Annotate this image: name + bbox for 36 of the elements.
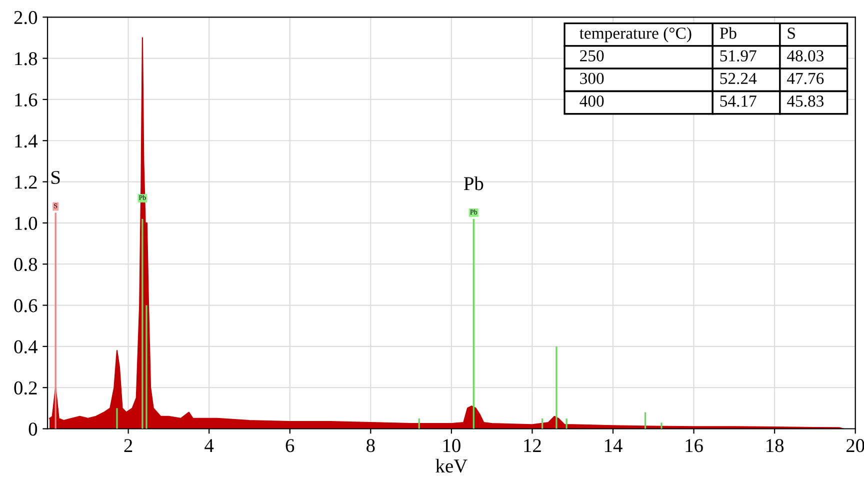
y-tick-label: 1.6	[15, 93, 38, 106]
x-tick-label: 16	[686, 439, 703, 452]
x-tick-label: 2	[124, 439, 132, 452]
y-tick-label: 1.2	[15, 176, 37, 189]
x-axis-title: keV	[436, 458, 468, 473]
y-tick-label: 0.6	[14, 299, 38, 312]
x-tick-label: 18	[766, 439, 784, 452]
y-tick-label: 1.0	[15, 216, 38, 230]
y-tick-label: 0	[28, 422, 38, 436]
annotation: 250	[580, 50, 604, 62]
x-tick-label: 14	[604, 439, 622, 452]
annotation: Pb	[464, 176, 484, 190]
annotation: S	[788, 28, 795, 39]
annotation: 47.76	[787, 72, 824, 84]
annotation: 400	[580, 95, 604, 107]
y-tick-label: 0.2	[14, 381, 37, 395]
annotation: S	[51, 170, 60, 184]
annotation: Pb	[720, 27, 736, 39]
y-tick-label: 0.8	[14, 258, 38, 272]
x-tick-label: 4	[204, 439, 214, 452]
annotation: 48.03	[787, 50, 824, 62]
annotation: 300	[580, 72, 604, 84]
y-tick-label: 0.4	[14, 340, 38, 354]
x-tick-label: 10	[443, 439, 460, 452]
annotation: 52.24	[720, 72, 757, 84]
y-tick-label: 1.8	[15, 52, 38, 66]
y-tick-label: 2.0	[14, 10, 38, 24]
x-tick-label: 20	[846, 439, 864, 452]
annotation: temperature (°C)	[580, 27, 692, 42]
annotation: 51.97	[720, 50, 756, 62]
x-tick-label: 12	[524, 439, 541, 452]
x-tick-label: 8	[366, 439, 375, 452]
annotation: 54.17	[720, 96, 756, 107]
annotation: 45.83	[787, 95, 824, 107]
y-tick-label: 1.4	[15, 134, 38, 148]
x-tick-label: 6	[286, 439, 294, 452]
